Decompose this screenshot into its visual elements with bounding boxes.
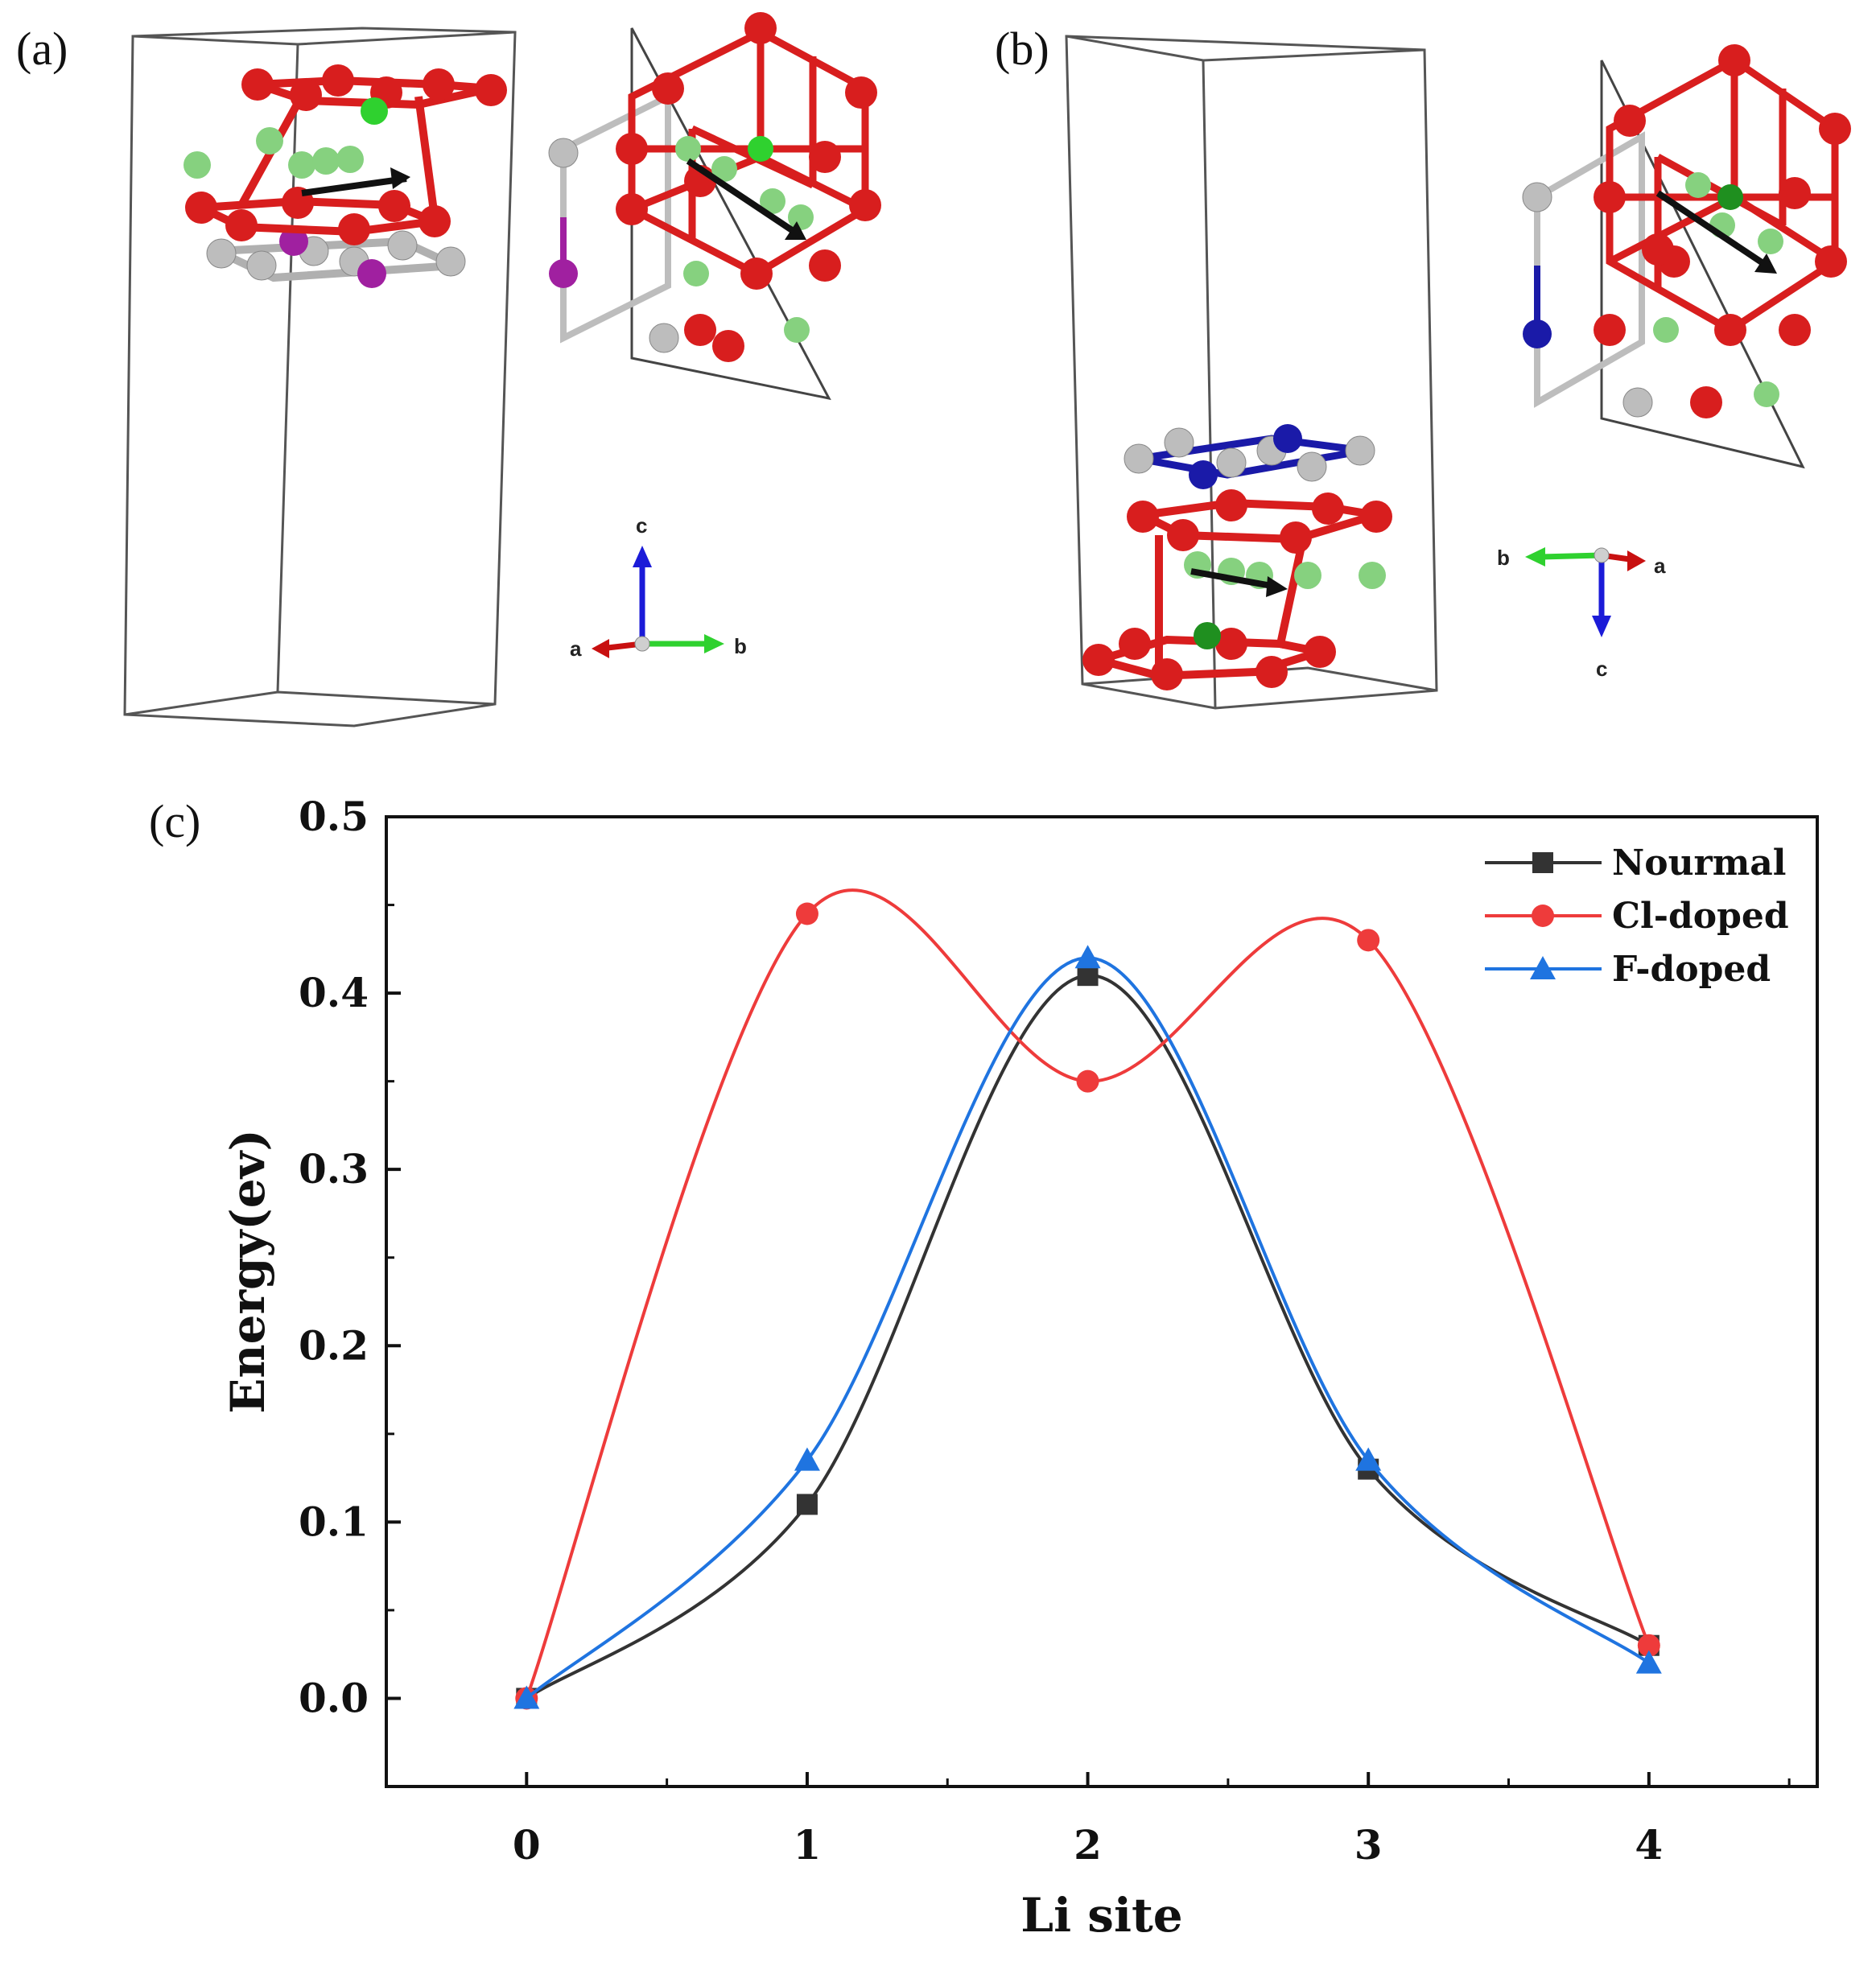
- data-point-cl-doped: [795, 902, 818, 925]
- data-point-cl-doped: [1357, 929, 1380, 952]
- x-tick-label: 3: [1354, 1821, 1383, 1869]
- data-point-nourmal: [1077, 965, 1099, 987]
- data-point-cl-doped: [1076, 1069, 1099, 1093]
- series-f-doped: [513, 945, 1662, 1709]
- panel-b-oxygen-atoms: [1082, 489, 1392, 690]
- data-point-nourmal: [796, 1494, 818, 1515]
- y-axis-title: Energy(ev): [221, 1129, 275, 1414]
- panel-b-metal-layer: [1124, 424, 1375, 489]
- panel-a-unit-cell: [123, 27, 517, 727]
- legend-label-cl-doped: Cl-doped: [1612, 896, 1789, 937]
- panel-a-li-atoms: [183, 127, 364, 179]
- y-tick-label: 0.4: [299, 969, 369, 1016]
- data-point-f-doped: [1355, 1447, 1382, 1471]
- data-point-cl-doped: [1637, 1634, 1660, 1657]
- legend-label-f-doped: F-doped: [1612, 949, 1771, 990]
- x-axis-title: Li site: [1020, 1888, 1182, 1943]
- y-tick-label: 0.1: [299, 1498, 369, 1545]
- panel-b-projected-view: [1522, 44, 1851, 469]
- data-point-f-doped: [1074, 945, 1101, 969]
- panel-a-metal-layer: [206, 227, 466, 288]
- y-tick-label: 0.2: [299, 1321, 369, 1369]
- series-cl-doped: [515, 888, 1660, 1710]
- panel-a-axis-c-label: c: [636, 513, 647, 538]
- legend-label-nourmal: Nourmal: [1612, 843, 1787, 884]
- x-tick-label: 4: [1635, 1821, 1663, 1869]
- panel-b-label: (b): [995, 23, 1049, 75]
- panel-b-axes-indicator: b a c: [1497, 546, 1666, 681]
- data-point-f-doped: [513, 1685, 540, 1709]
- panel-b-axis-b-label: b: [1497, 546, 1510, 570]
- panel-b-migration-arrow: [1190, 568, 1272, 589]
- series-layer: [513, 888, 1662, 1710]
- y-axis-ticks: 0.0 0.1 0.2 0.3 0.4 0.5: [299, 793, 401, 1721]
- y-tick-label: 0.3: [299, 1145, 369, 1193]
- panel-a-axes-indicator: c a b: [570, 513, 747, 661]
- legend: Nourmal Cl-doped F-doped: [1485, 843, 1789, 990]
- x-tick-label: 2: [1074, 1821, 1102, 1869]
- panel-c-label: (c): [149, 795, 200, 847]
- panel-a-migration-arrow: [301, 175, 407, 196]
- x-tick-label: 1: [794, 1821, 822, 1869]
- y-tick-label: 0.5: [299, 793, 369, 840]
- panel-a-crystal-structure: (a): [16, 12, 881, 727]
- panel-b-li-atoms: [1184, 551, 1386, 589]
- x-tick-label: 0: [513, 1821, 541, 1869]
- data-point-f-doped: [794, 1447, 820, 1471]
- panel-a-projected-view: [548, 12, 881, 401]
- panel-b-axis-a-label: a: [1654, 554, 1666, 578]
- data-point-f-doped: [1635, 1650, 1662, 1674]
- panel-b-dopant-atom: [1194, 622, 1221, 649]
- plot-frame: [385, 815, 1819, 1788]
- panel-b-unit-cell: [1065, 35, 1438, 710]
- panel-a-axis-a-label: a: [570, 637, 582, 661]
- x-axis-ticks: 0 1 2 3 4: [385, 1772, 1791, 1869]
- panel-b-axis-c-label: c: [1596, 657, 1607, 681]
- panel-a-label: (a): [16, 23, 68, 75]
- panel-b-crystal-structure: (b): [995, 23, 1851, 710]
- series-line-f-doped: [526, 956, 1650, 1700]
- legend-marker-f-doped: [1530, 956, 1556, 979]
- legend-marker-nourmal: [1532, 852, 1553, 873]
- panel-a-oxygen-atoms: [185, 64, 507, 245]
- legend-marker-cl-doped: [1532, 905, 1554, 927]
- y-tick-label: 0.0: [299, 1674, 369, 1721]
- panel-a-axis-b-label: b: [734, 634, 747, 658]
- panel-a-dopant-atom: [361, 97, 388, 125]
